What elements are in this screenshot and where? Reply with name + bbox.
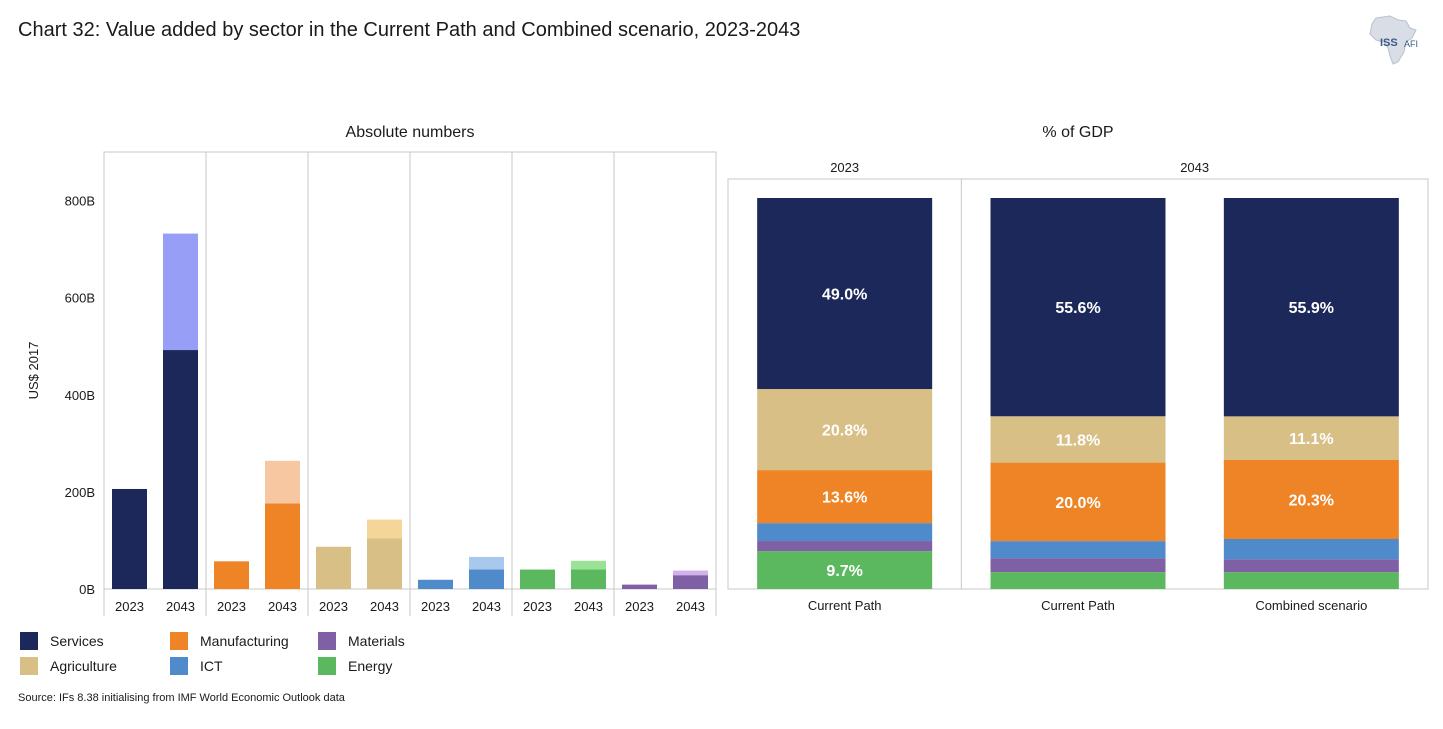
data-label-manufacturing-col-2: 20.3% — [1289, 492, 1334, 509]
legend: Services Manufacturing Materials Agricul… — [20, 632, 460, 682]
x-tick-label-ict-2043: 2043 — [472, 599, 501, 614]
x-tick-label-manufacturing-2043: 2043 — [268, 599, 297, 614]
data-label-energy-col-0: 9.7% — [826, 563, 862, 580]
legend-label-ict: ICT — [200, 658, 223, 674]
x-tick-label-agriculture-2023: 2023 — [319, 599, 348, 614]
x-tick-label-energy-2023: 2023 — [523, 599, 552, 614]
stack-agriculture-col-1 — [990, 416, 1166, 463]
legend-item-manufacturing: Manufacturing — [170, 632, 289, 650]
bar-services-2023-current-path — [112, 488, 147, 589]
africa-map-logo-icon — [1369, 15, 1417, 65]
stack-energy-col-0 — [757, 551, 933, 589]
x-tick-label-services-2043: 2043 — [166, 599, 195, 614]
bar-materials-2043-current-path — [673, 575, 708, 589]
stack-agriculture-col-2 — [1223, 416, 1399, 460]
stack-ict-col-1 — [990, 541, 1166, 559]
legend-swatch-manufacturing — [170, 632, 188, 650]
x-tick-label-manufacturing-2023: 2023 — [217, 599, 246, 614]
data-label-services-col-0: 49.0% — [822, 287, 867, 304]
data-label-services-col-2: 55.9% — [1289, 300, 1334, 317]
legend-item-services: Services — [20, 632, 104, 650]
x-tick-label-materials-2043: 2043 — [676, 599, 705, 614]
right-panel-title: % of GDP — [1042, 124, 1114, 141]
x-tick-label-agriculture-2043: 2043 — [370, 599, 399, 614]
stack-energy-col-1 — [990, 572, 1166, 589]
data-label-services-col-1: 55.6% — [1055, 300, 1100, 317]
stack-agriculture-col-0 — [757, 389, 933, 471]
source-note: Source: IFs 8.38 initialising from IMF W… — [18, 692, 345, 704]
category-label-col-0: Current Path — [808, 598, 882, 613]
bar-services-2043-current-path — [163, 350, 198, 589]
legend-item-agriculture: Agriculture — [20, 657, 117, 675]
data-label-agriculture-col-2: 11.1% — [1289, 431, 1333, 448]
y-tick-label-1: 200B — [65, 485, 95, 500]
legend-label-energy: Energy — [348, 658, 393, 674]
bar-manufacturing-2023-current-path — [214, 561, 249, 589]
category-label-col-1: Current Path — [1041, 598, 1115, 613]
legend-swatch-ict — [170, 657, 188, 675]
data-label-manufacturing-col-0: 13.6% — [822, 490, 867, 507]
stack-manufacturing-col-0 — [757, 470, 933, 524]
x-tick-label-materials-2023: 2023 — [625, 599, 654, 614]
stack-manufacturing-col-2 — [1223, 459, 1399, 540]
stack-materials-col-0 — [757, 541, 933, 552]
data-label-manufacturing-col-1: 20.0% — [1055, 495, 1100, 512]
legend-item-ict: ICT — [170, 657, 223, 675]
data-label-agriculture-col-0: 20.8% — [822, 423, 867, 440]
stack-services-col-2 — [1223, 198, 1399, 417]
legend-label-manufacturing: Manufacturing — [200, 633, 289, 649]
bar-energy-2023-current-path — [520, 569, 555, 589]
x-tick-label-services-2023: 2023 — [115, 599, 144, 614]
y-tick-label-2: 400B — [65, 388, 95, 403]
legend-item-materials: Materials — [318, 632, 405, 650]
legend-label-materials: Materials — [348, 633, 405, 649]
data-label-agriculture-col-1: 11.8% — [1056, 432, 1100, 449]
logo-subtext: AFI — [1404, 39, 1419, 49]
bar-manufacturing-2043-current-path — [265, 503, 300, 589]
x-tick-label-energy-2043: 2043 — [574, 599, 603, 614]
stack-ict-col-2 — [1223, 539, 1399, 560]
stack-services-col-1 — [990, 198, 1166, 417]
stack-manufacturing-col-1 — [990, 462, 1166, 542]
stack-materials-col-1 — [990, 558, 1166, 573]
category-label-col-2: Combined scenario — [1255, 598, 1367, 613]
legend-swatch-energy — [318, 657, 336, 675]
legend-label-agriculture: Agriculture — [50, 658, 117, 674]
left-panel-title: Absolute numbers — [345, 124, 475, 141]
legend-swatch-agriculture — [20, 657, 38, 675]
legend-label-services: Services — [50, 633, 104, 649]
chart-title: Chart 32: Value added by sector in the C… — [18, 19, 801, 41]
y-tick-label-4: 800B — [65, 194, 95, 209]
bar-agriculture-2043-current-path — [367, 538, 402, 589]
x-tick-label-ict-2023: 2023 — [421, 599, 450, 614]
stack-ict-col-0 — [757, 523, 933, 542]
year-group-label-2043: 2043 — [1180, 160, 1209, 175]
stack-services-col-0 — [757, 198, 933, 390]
logo-text: ISS — [1380, 37, 1398, 49]
bar-energy-2043-current-path — [571, 569, 606, 589]
legend-swatch-services — [20, 632, 38, 650]
legend-swatch-materials — [318, 632, 336, 650]
stack-materials-col-2 — [1223, 559, 1399, 573]
y-tick-label-3: 600B — [65, 291, 95, 306]
stack-energy-col-2 — [1223, 572, 1399, 589]
bar-ict-2023-current-path — [418, 579, 453, 589]
bar-agriculture-2023-current-path — [316, 546, 351, 589]
bar-ict-2043-current-path — [469, 569, 504, 589]
year-group-label-2023: 2023 — [830, 160, 859, 175]
bar-materials-2023-current-path — [622, 584, 657, 589]
legend-item-energy: Energy — [318, 657, 392, 675]
y-axis-label: US$ 2017 — [26, 342, 41, 400]
y-tick-label-0: 0B — [79, 582, 95, 597]
